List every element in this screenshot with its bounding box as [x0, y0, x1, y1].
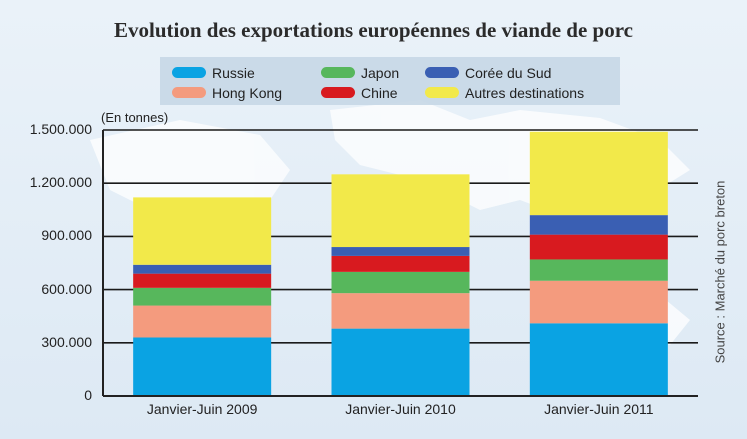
bar-segment-japon [529, 259, 668, 281]
bar-segment-chine [331, 255, 470, 272]
y-tick-label: 1.200.000 [29, 174, 92, 191]
bar-segment-japon [133, 287, 272, 306]
bar-segment-coree-du-sud [133, 264, 272, 274]
y-tick-label: 300.000 [41, 333, 92, 350]
legend-swatch-russie [172, 67, 206, 78]
legend-swatch-chine [321, 87, 355, 98]
bar-segment-russie [331, 328, 470, 396]
y-tick-label: 0 [84, 387, 92, 403]
x-tick-label: Janvier-Juin 2010 [345, 401, 456, 417]
bar-segment-autres-destinations [331, 174, 470, 248]
bar-segment-chine [133, 273, 272, 288]
bar-segment-autres-destinations [529, 131, 668, 216]
bar-segment-russie [133, 337, 272, 396]
legend-label-autres-destinations: Autres destinations [465, 85, 585, 101]
y-tick-label: 1.500.000 [29, 121, 92, 137]
legend-swatch-coree-du-sud [425, 67, 459, 78]
y-tick-label: 600.000 [41, 280, 92, 297]
bar-segment-hong-kong [133, 305, 272, 338]
legend-label-coree-du-sud: Corée du Sud [465, 65, 552, 81]
bar-segment-hong-kong [331, 293, 470, 329]
bar-segment-russie [529, 323, 668, 396]
bar-segment-coree-du-sud [529, 215, 668, 235]
bar-segment-japon [331, 271, 470, 294]
legend-swatches [172, 67, 459, 98]
legend-swatch-autres-destinations [425, 87, 459, 98]
bars [133, 131, 668, 396]
legend-box [160, 57, 620, 105]
x-tick-label: Janvier-Juin 2011 [544, 401, 654, 417]
source-label: Source : Marché du porc breton [712, 180, 728, 364]
y-tick-label: 900.000 [41, 227, 92, 244]
chart-title: Evolution des exportations européennes d… [113, 18, 633, 42]
legend-label-chine: Chine [361, 85, 398, 101]
x-tick-label: Janvier-Juin 2009 [146, 401, 258, 417]
legend-swatch-hong-kong [172, 87, 206, 98]
bar-segment-autres-destinations [133, 197, 272, 265]
bar-segment-hong-kong [529, 280, 668, 324]
legend-label-hong-kong: Hong Kong [212, 85, 283, 101]
y-axis-label: (En tonnes) [101, 110, 169, 125]
bar-segment-chine [529, 234, 668, 260]
legend-swatch-japon [321, 67, 355, 78]
legend-label-russie: Russie [212, 65, 255, 81]
bar-segment-coree-du-sud [331, 247, 470, 256]
legend-label-japon: Japon [361, 65, 400, 81]
